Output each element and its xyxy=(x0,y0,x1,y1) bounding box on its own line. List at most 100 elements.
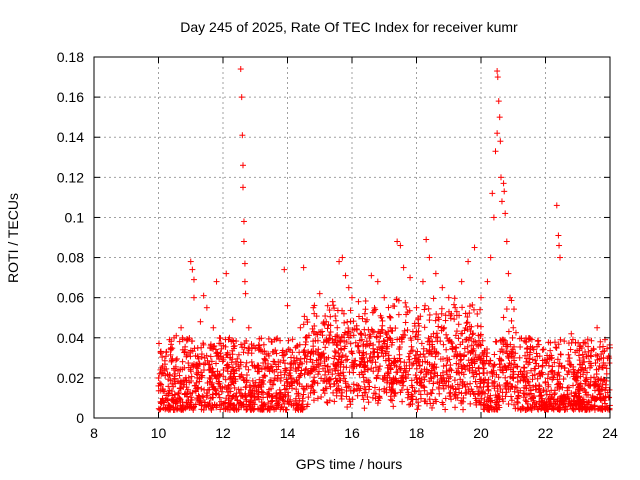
data-point xyxy=(550,405,557,412)
data-point xyxy=(325,321,332,328)
data-point xyxy=(241,278,248,285)
data-point xyxy=(195,384,202,391)
data-point xyxy=(381,372,388,379)
data-point xyxy=(470,330,477,337)
data-point xyxy=(245,345,252,352)
data-point xyxy=(311,310,318,317)
data-point xyxy=(360,396,367,403)
data-point xyxy=(173,355,180,362)
data-point xyxy=(475,364,482,371)
data-point xyxy=(510,306,517,313)
data-point xyxy=(252,379,259,386)
data-point xyxy=(554,356,561,363)
data-point xyxy=(282,365,289,372)
data-point xyxy=(475,337,482,344)
data-point xyxy=(284,378,291,385)
data-point xyxy=(507,294,514,301)
data-point xyxy=(340,310,347,317)
data-point xyxy=(492,399,499,406)
data-point xyxy=(603,370,610,377)
data-point xyxy=(345,325,352,332)
data-point xyxy=(505,328,512,335)
data-point xyxy=(487,392,494,399)
data-point xyxy=(514,399,521,406)
data-point xyxy=(324,325,331,332)
data-point xyxy=(495,398,502,405)
data-point xyxy=(432,353,439,360)
data-point xyxy=(343,393,350,400)
data-point xyxy=(493,405,500,412)
data-point xyxy=(245,324,252,331)
data-point xyxy=(544,356,551,363)
data-point xyxy=(467,380,474,387)
data-point xyxy=(168,346,175,353)
data-point xyxy=(388,327,395,334)
data-point xyxy=(330,302,337,309)
data-point xyxy=(575,397,582,404)
data-point xyxy=(177,396,184,403)
data-point xyxy=(351,387,358,394)
data-point xyxy=(342,353,349,360)
data-point xyxy=(394,238,401,245)
data-point xyxy=(514,395,521,402)
data-point xyxy=(435,323,442,330)
data-point xyxy=(468,323,475,330)
data-point xyxy=(252,364,259,371)
data-point xyxy=(369,327,376,334)
data-point xyxy=(168,338,175,345)
data-point xyxy=(426,317,433,324)
data-point xyxy=(241,392,248,399)
data-point xyxy=(226,334,233,341)
data-point xyxy=(365,399,372,406)
data-point xyxy=(469,331,476,338)
data-point xyxy=(368,272,375,279)
data-point xyxy=(596,344,603,351)
data-point xyxy=(167,345,174,352)
data-point xyxy=(478,395,485,402)
data-point xyxy=(343,364,350,371)
data-point xyxy=(497,366,504,373)
data-point xyxy=(484,404,491,411)
data-point xyxy=(268,363,275,370)
data-point xyxy=(408,382,415,389)
data-point xyxy=(580,367,587,374)
data-point xyxy=(240,218,247,225)
data-point xyxy=(404,327,411,334)
data-point xyxy=(252,345,259,352)
data-point xyxy=(405,353,412,360)
data-point xyxy=(387,314,394,321)
y-tick-label: 0 xyxy=(76,410,84,426)
data-point xyxy=(535,406,542,413)
data-point xyxy=(196,361,203,368)
data-point xyxy=(358,330,365,337)
data-point xyxy=(477,306,484,313)
x-tick-label: 12 xyxy=(215,425,231,441)
data-point xyxy=(399,398,406,405)
data-point xyxy=(459,382,466,389)
data-point xyxy=(602,405,609,412)
data-point xyxy=(167,372,174,379)
data-point xyxy=(525,355,532,362)
data-point xyxy=(442,312,449,319)
data-point xyxy=(464,313,471,320)
data-point xyxy=(519,403,526,410)
data-point xyxy=(310,397,317,404)
data-point xyxy=(549,363,556,370)
data-point xyxy=(448,340,455,347)
data-point xyxy=(527,386,534,393)
data-point xyxy=(432,317,439,324)
data-point xyxy=(310,343,317,350)
data-point xyxy=(261,356,268,363)
data-point xyxy=(587,403,594,410)
data-point xyxy=(526,351,533,358)
data-point xyxy=(312,337,319,344)
data-point xyxy=(200,340,207,347)
data-point xyxy=(193,364,200,371)
data-point xyxy=(285,337,292,344)
data-point xyxy=(555,406,562,413)
data-point xyxy=(516,354,523,361)
data-point xyxy=(165,401,172,408)
data-point xyxy=(325,376,332,383)
data-point xyxy=(472,339,479,346)
